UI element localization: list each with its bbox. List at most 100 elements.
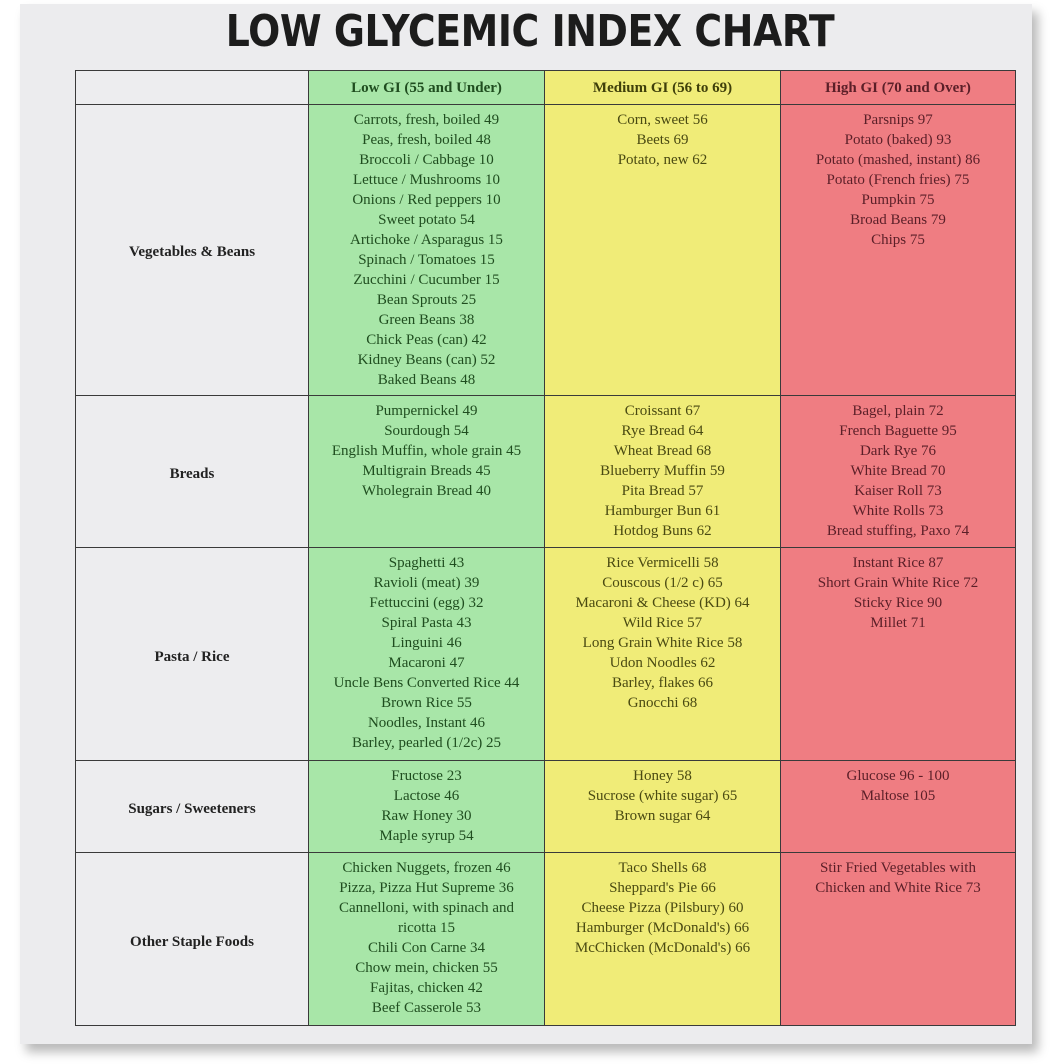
table-row: Sugars / Sweeteners Fructose 23 Lactose 46… xyxy=(75,760,1016,854)
medium-gi-cell: Taco Shells 68 Sheppard's Pie 66 Cheese Pi… xyxy=(544,852,781,1026)
low-gi-cell: Fructose 23 Lactose 46 Raw Honey 30 Maple s… xyxy=(308,760,545,854)
food-item: ricotta 15 xyxy=(397,920,456,937)
corner-cell xyxy=(75,70,309,105)
food-item: Blueberry Muffin 59 xyxy=(600,462,725,479)
food-item: Barley, flakes 66 xyxy=(611,675,714,692)
food-item: Zucchini / Cucumber 15 xyxy=(353,272,500,288)
food-item: Multigrain Breads 45 xyxy=(362,462,491,479)
medium-gi-cell: Croissant 67 Rye Bread 64 Wheat Bread 68 Bl… xyxy=(544,394,781,549)
food-item: Hotdog Buns 62 xyxy=(613,522,712,539)
header-row: Low GI (55 and Under) Medium GI (56 to 6… xyxy=(75,70,1016,105)
food-item: Kidney Beans (can) 52 xyxy=(357,352,496,368)
food-item: Onions / Red peppers 10 xyxy=(352,192,501,208)
food-item: Couscous (1/2 c) 65 xyxy=(602,575,723,592)
food-item: Bread stuffing, Paxo 74 xyxy=(826,522,970,539)
food-item: Maltose 105 xyxy=(860,788,936,805)
food-item: Macaroni 47 xyxy=(388,655,465,672)
food-item: Ravioli (meat) 39 xyxy=(373,575,480,592)
food-item: Udon Noodles 62 xyxy=(609,655,716,672)
food-item: Cannelloni, with spinach and xyxy=(339,900,514,917)
food-item: Fructose 23 xyxy=(391,768,462,785)
high-gi-cell: Parsnips 97 Potato (baked) 93 Potato (mash… xyxy=(780,104,1016,396)
food-item: Croissant 67 xyxy=(624,402,701,419)
food-item: White Rolls 73 xyxy=(852,502,944,519)
food-item: Chow mein, chicken 55 xyxy=(355,960,498,977)
food-item: Macaroni & Cheese (KD) 64 xyxy=(575,595,750,612)
food-item: Potato (French fries) 75 xyxy=(826,172,970,188)
food-item: Chicken and White Rice 73 xyxy=(815,880,981,897)
food-item: Bagel, plain 72 xyxy=(852,402,944,419)
food-item: Potato (baked) 93 xyxy=(844,132,952,148)
low-gi-cell: Pumpernickel 49 Sourdough 54 English Muffi… xyxy=(308,394,545,549)
food-item: McChicken (McDonald's) 66 xyxy=(574,940,751,957)
food-item: Baked Beans 48 xyxy=(377,372,476,388)
medium-gi-cell: Rice Vermicelli 58 Couscous (1/2 c) 65 Mac… xyxy=(544,547,781,762)
food-item: Corn, sweet 56 xyxy=(617,112,708,128)
food-item: Fettuccini (egg) 32 xyxy=(369,595,484,612)
food-item: Chips 75 xyxy=(871,232,925,248)
food-item: Fajitas, chicken 42 xyxy=(370,980,483,997)
category-label: Pasta / Rice xyxy=(75,547,309,762)
food-item: Gnocchi 68 xyxy=(627,695,698,712)
medium-gi-cell: Honey 58 Sucrose (white sugar) 65 Brown su… xyxy=(544,760,781,854)
food-item: Peas, fresh, boiled 48 xyxy=(362,132,491,148)
table-row: Vegetables & Beans Carrots, fresh, boiled… xyxy=(75,104,1016,396)
food-item: Green Beans 38 xyxy=(378,312,475,328)
food-item: Short Grain White Rice 72 xyxy=(817,575,979,592)
header-high-gi: High GI (70 and Over) xyxy=(780,70,1016,105)
category-label: Other Staple Foods xyxy=(75,852,309,1026)
high-gi-cell: Bagel, plain 72 French Baguette 95 Dark Ry… xyxy=(780,394,1016,549)
high-gi-cell: Glucose 96 - 100 Maltose 105 xyxy=(780,760,1016,854)
food-item: Uncle Bens Converted Rice 44 xyxy=(333,675,520,692)
food-item: Carrots, fresh, boiled 49 xyxy=(353,112,500,128)
food-item: Parsnips 97 xyxy=(863,112,933,128)
food-item: Beef Casserole 53 xyxy=(371,1000,482,1017)
food-item: Noodles, Instant 46 xyxy=(367,715,486,732)
food-item: Rice Vermicelli 58 xyxy=(606,555,719,572)
category-label: Sugars / Sweeteners xyxy=(75,760,309,854)
food-item: Potato, new 62 xyxy=(617,152,708,168)
food-item: Artichoke / Asparagus 15 xyxy=(350,232,503,248)
low-gi-cell: Spaghetti 43 Ravioli (meat) 39 Fettuccini … xyxy=(308,547,545,762)
food-item: Long Grain White Rice 58 xyxy=(582,635,743,652)
food-item: English Muffin, whole grain 45 xyxy=(331,442,522,459)
food-item: Stir Fried Vegetables with xyxy=(820,860,976,877)
table-row: Pasta / Rice Spaghetti 43 Ravioli (meat) 3… xyxy=(75,547,1016,762)
food-item: Millet 71 xyxy=(870,615,926,632)
food-item: Honey 58 xyxy=(633,768,692,785)
food-item: Sweet potato 54 xyxy=(378,212,475,228)
header-medium-gi: Medium GI (56 to 69) xyxy=(544,70,781,105)
food-item: Brown sugar 64 xyxy=(614,808,711,825)
food-item: Broad Beans 79 xyxy=(850,212,946,228)
food-item: Hamburger Bun 61 xyxy=(604,502,721,519)
food-item: Dark Rye 76 xyxy=(859,442,937,459)
food-item: Lettuce / Mushrooms 10 xyxy=(352,172,501,188)
food-item: Broccoli / Cabbage 10 xyxy=(359,152,494,168)
food-item: Spaghetti 43 xyxy=(388,555,465,572)
food-item: French Baguette 95 xyxy=(839,422,957,439)
food-item: Lactose 46 xyxy=(393,788,460,805)
food-item: Raw Honey 30 xyxy=(381,808,472,825)
food-item: Potato (mashed, instant) 86 xyxy=(815,152,981,168)
food-item: White Bread 70 xyxy=(850,462,946,479)
food-item: Wild Rice 57 xyxy=(622,615,703,632)
category-label: Vegetables & Beans xyxy=(75,104,309,396)
food-item: Chili Con Carne 34 xyxy=(367,940,486,957)
food-item: Hamburger (McDonald's) 66 xyxy=(575,920,750,937)
low-gi-cell: Chicken Nuggets, frozen 46 Pizza, Pizza H… xyxy=(308,852,545,1026)
food-item: Rye Bread 64 xyxy=(621,422,704,439)
table-row: Breads Pumpernickel 49 Sourdough 54 English… xyxy=(75,394,1016,549)
food-item: Glucose 96 - 100 xyxy=(846,768,950,785)
food-item: Pita Bread 57 xyxy=(621,482,704,499)
food-item: Pumpernickel 49 xyxy=(375,402,478,419)
food-item: Sticky Rice 90 xyxy=(853,595,943,612)
food-item: Wheat Bread 68 xyxy=(613,442,712,459)
food-item: Sucrose (white sugar) 65 xyxy=(587,788,738,805)
food-item: Taco Shells 68 xyxy=(618,860,707,877)
food-item: Instant Rice 87 xyxy=(852,555,944,572)
food-item: Chick Peas (can) 42 xyxy=(366,332,487,348)
low-gi-cell: Carrots, fresh, boiled 49 Peas, fresh, bo… xyxy=(308,104,545,396)
food-item: Kaiser Roll 73 xyxy=(854,482,942,499)
food-item: Sourdough 54 xyxy=(384,422,469,439)
food-item: Pumpkin 75 xyxy=(861,192,935,208)
